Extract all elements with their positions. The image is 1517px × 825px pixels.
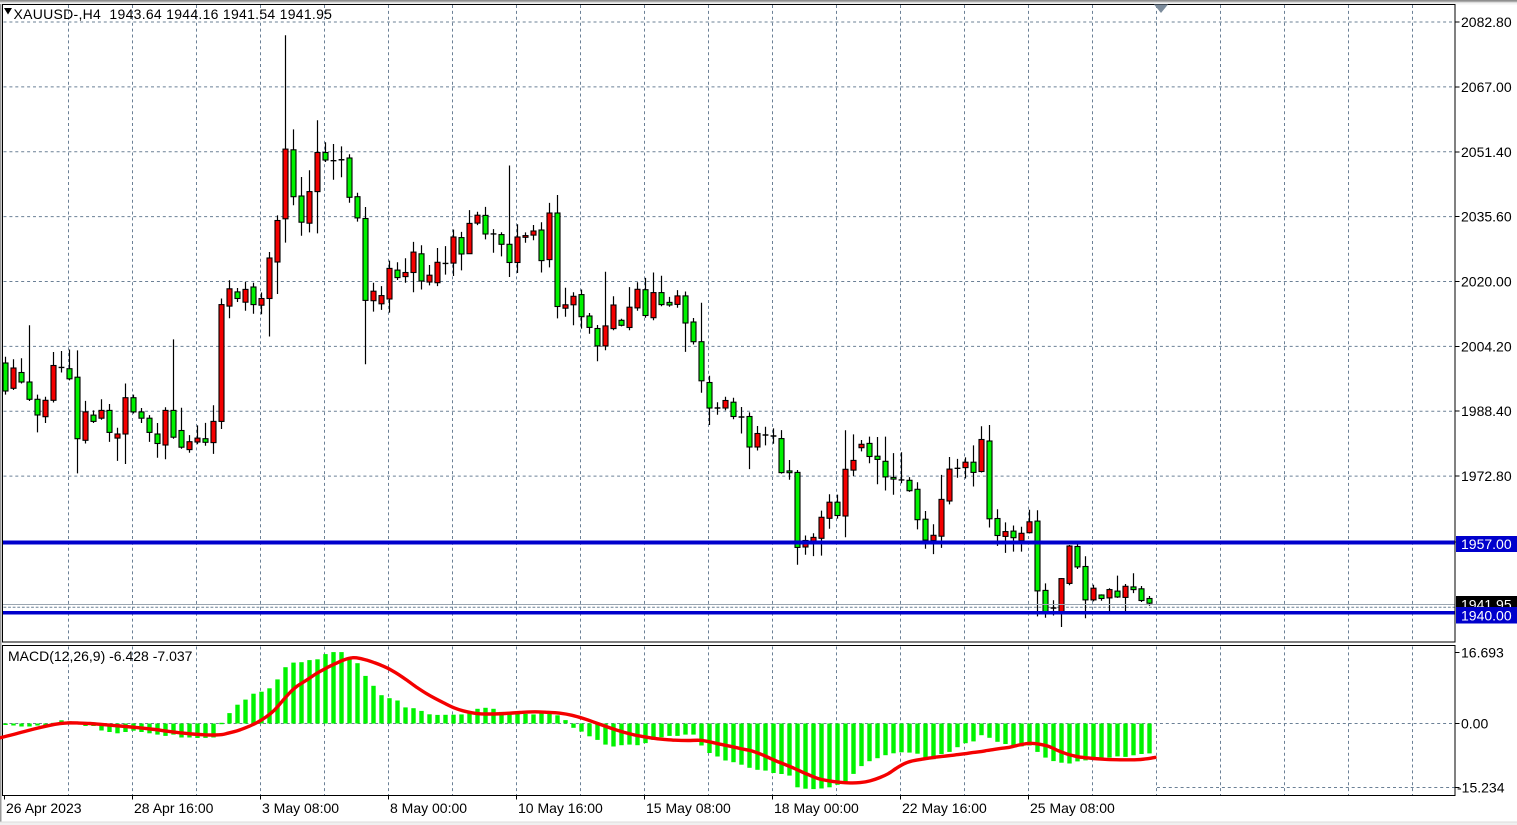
svg-text:3 May 08:00: 3 May 08:00 — [262, 800, 339, 816]
svg-text:22 May 16:00: 22 May 16:00 — [902, 800, 987, 816]
svg-text:2051.40: 2051.40 — [1461, 144, 1512, 160]
svg-text:10 May 16:00: 10 May 16:00 — [518, 800, 603, 816]
svg-text:8 May 00:00: 8 May 00:00 — [390, 800, 467, 816]
svg-text:2067.00: 2067.00 — [1461, 79, 1512, 95]
svg-text:15 May 08:00: 15 May 08:00 — [646, 800, 731, 816]
svg-text:1957.00: 1957.00 — [1461, 536, 1512, 552]
svg-text:-15.234: -15.234 — [1457, 780, 1505, 796]
svg-text:26 Apr 2023: 26 Apr 2023 — [6, 800, 82, 816]
svg-text:1940.00: 1940.00 — [1461, 607, 1512, 623]
svg-text:MACD(12,26,9) -6.428 -7.037: MACD(12,26,9) -6.428 -7.037 — [8, 648, 193, 664]
svg-text:18 May 00:00: 18 May 00:00 — [774, 800, 859, 816]
svg-text:2082.80: 2082.80 — [1461, 14, 1512, 30]
svg-text:2035.60: 2035.60 — [1461, 209, 1512, 225]
svg-text:XAUUSD-,H4 1943.64 1944.16 19: XAUUSD-,H4 1943.64 1944.16 1941.54 1941.… — [14, 6, 333, 22]
svg-text:25 May 08:00: 25 May 08:00 — [1030, 800, 1115, 816]
svg-text:16.693: 16.693 — [1461, 645, 1504, 661]
svg-text:1972.80: 1972.80 — [1461, 468, 1512, 484]
svg-text:1988.40: 1988.40 — [1461, 403, 1512, 419]
svg-text:0.00: 0.00 — [1461, 716, 1488, 732]
svg-text:2020.00: 2020.00 — [1461, 274, 1512, 290]
svg-text:28 Apr 16:00: 28 Apr 16:00 — [134, 800, 214, 816]
svg-text:2004.20: 2004.20 — [1461, 338, 1512, 354]
